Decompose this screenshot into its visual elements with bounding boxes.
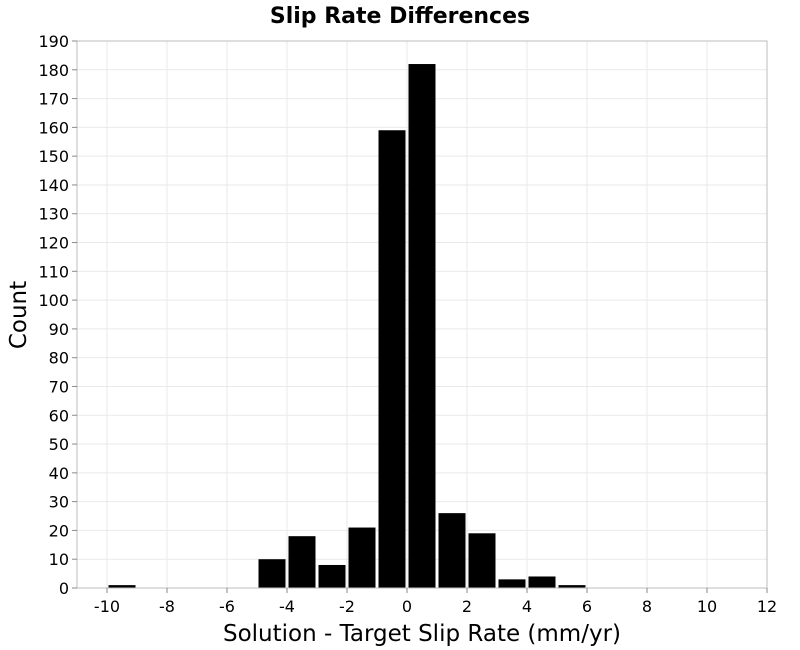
y-tick-label: 70	[49, 377, 69, 396]
y-tick-label: 130	[38, 205, 69, 224]
histogram-bar	[438, 513, 466, 588]
x-tick-label: 2	[462, 597, 472, 616]
y-tick-label: 60	[49, 406, 69, 425]
x-tick-label: 6	[582, 597, 592, 616]
y-tick-label: 40	[49, 464, 69, 483]
x-tick-label: 10	[697, 597, 717, 616]
histogram-bar	[468, 533, 496, 588]
y-axis-ticks: 0 10 20 30 40 50 60 70 80 90 100 110 120 130 140 150 160…	[38, 32, 77, 598]
y-tick-label: 10	[49, 550, 69, 569]
y-axis-label: Count	[6, 281, 32, 349]
histogram-bar	[258, 559, 286, 588]
y-tick-label: 150	[38, 147, 69, 166]
x-tick-label: -2	[339, 597, 355, 616]
y-tick-label: 30	[49, 493, 69, 512]
x-tick-label: -10	[94, 597, 120, 616]
histogram-bar	[558, 585, 586, 588]
x-tick-label: -6	[219, 597, 235, 616]
y-tick-label: 100	[38, 291, 69, 310]
histogram-bar	[378, 130, 406, 588]
x-axis-ticks: -10 -8 -6 -4 -2 0 2 4 6 8 10 12	[94, 588, 777, 616]
y-tick-label: 160	[38, 118, 69, 137]
plot-area-frame	[76, 40, 768, 589]
y-tick-label: 140	[38, 176, 69, 195]
y-tick-label: 50	[49, 435, 69, 454]
histogram-bars	[108, 64, 586, 589]
x-tick-label: 4	[522, 597, 532, 616]
histogram-bar	[348, 527, 376, 588]
x-tick-label: 0	[402, 597, 412, 616]
y-tick-label: 180	[38, 61, 69, 80]
y-tick-label: 90	[49, 320, 69, 339]
y-tick-label: 0	[59, 579, 69, 598]
y-tick-label: 80	[49, 349, 69, 368]
y-tick-label: 20	[49, 521, 69, 540]
x-tick-label: -4	[279, 597, 295, 616]
histogram-bar	[108, 585, 136, 588]
x-tick-label: -8	[159, 597, 175, 616]
histogram-bar	[288, 536, 316, 588]
histogram-bar	[528, 576, 556, 588]
histogram-bar	[318, 564, 346, 588]
chart-title: Slip Rate Differences	[270, 4, 530, 29]
y-tick-label: 120	[38, 234, 69, 253]
y-tick-label: 110	[38, 262, 69, 281]
x-tick-label: 8	[642, 597, 652, 616]
y-tick-label: 190	[38, 32, 69, 51]
histogram-bar	[408, 64, 436, 589]
x-tick-label: 12	[757, 597, 777, 616]
histogram-bar	[498, 579, 526, 588]
x-axis-label: Solution - Target Slip Rate (mm/yr)	[223, 621, 621, 647]
y-tick-label: 170	[38, 90, 69, 109]
